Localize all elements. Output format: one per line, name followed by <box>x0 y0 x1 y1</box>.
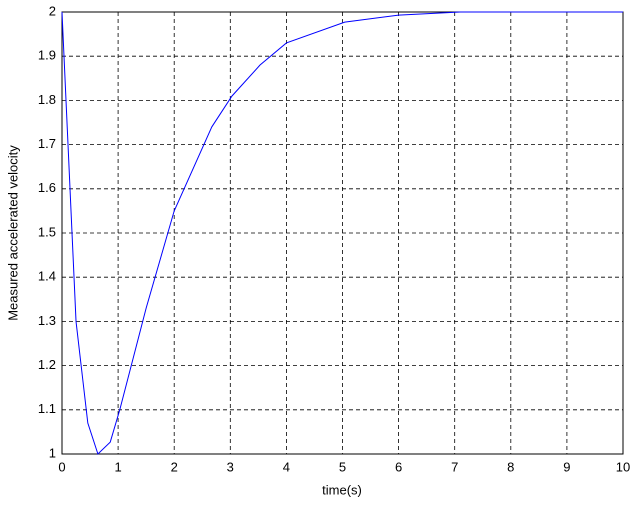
y-tick-label: 1.5 <box>38 224 56 239</box>
y-tick-label: 1.2 <box>38 357 56 372</box>
y-tick-label: 1.7 <box>38 136 56 151</box>
y-tick-label: 2 <box>49 3 56 18</box>
x-tick-label: 10 <box>616 459 630 474</box>
data-line <box>61 11 623 455</box>
x-tick-label: 6 <box>395 459 402 474</box>
plot-frame <box>61 11 624 455</box>
x-tick-label: 9 <box>563 459 570 474</box>
y-tick-label: 1.1 <box>38 401 56 416</box>
y-tick-label: 1.8 <box>38 92 56 107</box>
x-tick-label: 0 <box>58 459 65 474</box>
y-tick-label: 1.4 <box>38 269 56 284</box>
x-tick-label: 1 <box>114 459 121 474</box>
x-tick-label: 8 <box>507 459 514 474</box>
y-axis-label: Measured accelerated velocity <box>5 145 20 321</box>
y-tick-label: 1.9 <box>38 48 56 63</box>
x-tick-label: 2 <box>171 459 178 474</box>
y-tick-label: 1.3 <box>38 313 56 328</box>
y-tick-label: 1 <box>49 445 56 460</box>
x-tick-label: 7 <box>451 459 458 474</box>
y-tick-label: 1.6 <box>38 180 56 195</box>
x-tick-label: 5 <box>339 459 346 474</box>
x-axis-label: time(s) <box>322 482 362 497</box>
x-tick-label: 4 <box>283 459 290 474</box>
x-tick-label: 3 <box>227 459 234 474</box>
